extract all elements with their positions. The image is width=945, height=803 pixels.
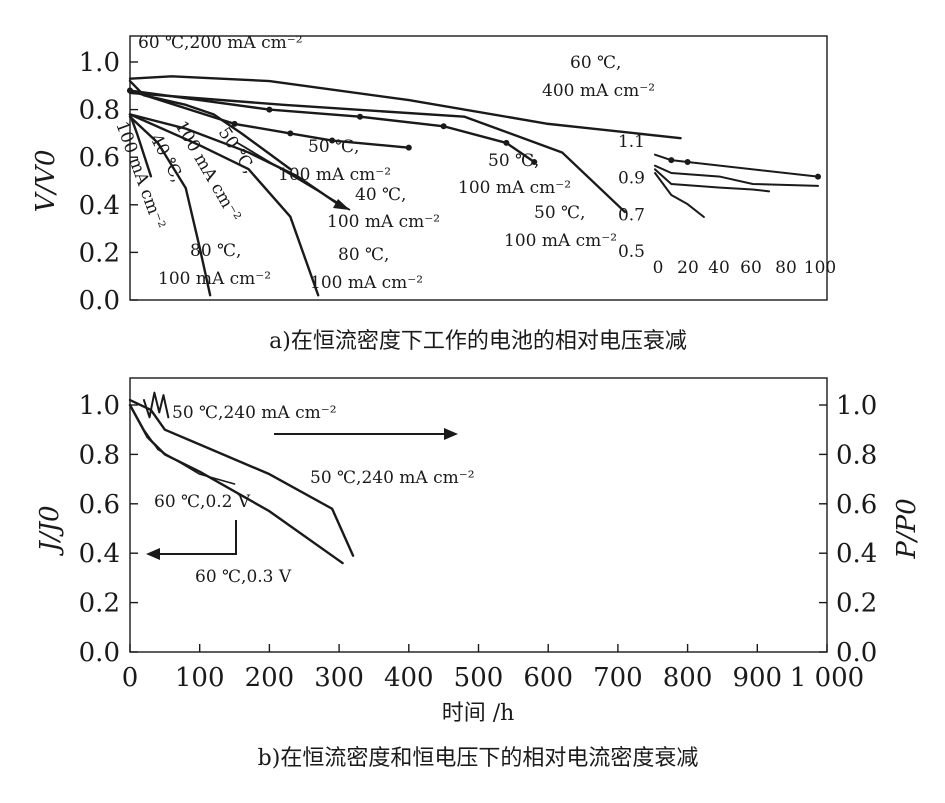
panel-b-x-tick-label: 300 bbox=[314, 663, 364, 693]
panel-b-x-axis-label: 时间 /h bbox=[442, 701, 515, 726]
panel-b-x-tick-label: 100 bbox=[175, 663, 225, 693]
panel-a-annotation: 50 ℃, bbox=[488, 151, 539, 171]
panel-a-annotation: 100 mA cm⁻² bbox=[458, 178, 571, 198]
panel-b-y2-tick-label: 0.6 bbox=[836, 490, 877, 520]
panel-a-annotation: 60 ℃,200 mA cm⁻² bbox=[138, 33, 303, 53]
panel-b-y-tick-label: 0.0 bbox=[79, 638, 120, 668]
inset-x-tick-label: 20 bbox=[677, 258, 699, 278]
panel-b-y2-tick-label: 1.0 bbox=[836, 391, 877, 421]
panel-a-y-tick-label: 0.8 bbox=[79, 96, 120, 126]
panel-a-marker bbox=[531, 158, 538, 165]
panel-a-y-tick-label: 0.6 bbox=[79, 143, 120, 173]
panel-a-series-6-line bbox=[128, 113, 341, 207]
panel-a-annotation: 80 ℃, bbox=[190, 241, 241, 261]
panel-a-marker bbox=[440, 123, 447, 130]
panel-b-series-1-noise bbox=[142, 391, 170, 419]
panel-a-marker bbox=[329, 137, 336, 144]
panel-b-x-tick-label: 200 bbox=[245, 663, 295, 693]
inset-marker bbox=[668, 157, 675, 164]
panel-b-caption: b)在恒流密度和恒电压下的相对电流密度衰减 bbox=[258, 746, 699, 771]
panel-a-marker bbox=[127, 87, 133, 94]
panel-b-x-tick-label: 400 bbox=[384, 663, 434, 693]
panel-a-marker bbox=[405, 144, 412, 151]
inset-marker bbox=[815, 173, 821, 180]
panel-a-y-tick-label: 1.0 bbox=[79, 48, 120, 78]
inset-series-4-line bbox=[654, 172, 705, 218]
panel-b-arrow-left-head bbox=[146, 548, 160, 560]
panel-a-marker bbox=[266, 106, 273, 113]
panel-b-x-tick-label: 900 bbox=[732, 663, 782, 693]
panel-a-annotation: 50 ℃, bbox=[214, 124, 259, 178]
panel-a-annotation: 50 ℃, bbox=[308, 137, 359, 157]
panel-b-x-tick-label: 700 bbox=[593, 663, 643, 693]
panel-b-y-axis-label: J/J0 bbox=[35, 505, 65, 556]
inset-x-tick-label: 0 bbox=[653, 258, 664, 278]
inset-marker bbox=[684, 159, 691, 165]
inset-series-3-line bbox=[654, 168, 771, 193]
panel-a-y-tick-label: 0.0 bbox=[79, 286, 120, 316]
panel-b-y2-tick-label: 0.2 bbox=[836, 589, 877, 619]
panel-b-x-tick-label: 600 bbox=[523, 663, 573, 693]
panel-a-arrow-head bbox=[333, 199, 350, 210]
panel-b-y2-tick-label: 0.4 bbox=[836, 539, 877, 569]
panel-a-marker bbox=[287, 130, 294, 137]
panel-a-y-axis-label: V/V0 bbox=[31, 150, 61, 213]
panel-b-annotation: 50 ℃,240 mA cm⁻² bbox=[310, 468, 475, 488]
panel-a-annotation: 100 mA cm⁻² bbox=[504, 231, 617, 251]
panel-a-annotation: 100 mA cm⁻² bbox=[327, 212, 440, 232]
panel-b-arrow-right-head bbox=[444, 428, 458, 440]
inset-y-tick-label: 1.1 bbox=[618, 132, 645, 152]
panel-a-series-2-line bbox=[128, 75, 682, 140]
panel-a-annotation: 60 ℃, bbox=[570, 53, 621, 73]
panel-a-arrow-line bbox=[235, 141, 351, 211]
panel-a-y-tick-label: 0.4 bbox=[79, 191, 120, 221]
inset-series-2-line bbox=[654, 164, 819, 187]
panel-b-y2-axis-label: P/P0 bbox=[892, 498, 922, 559]
panel-b-x-tick-label: 0 bbox=[122, 663, 139, 693]
inset-x-tick-label: 60 bbox=[740, 258, 762, 278]
panel-a-marker bbox=[231, 120, 238, 127]
panel-b-x-tick-label: 500 bbox=[454, 663, 504, 693]
panel-b-y-tick-label: 0.6 bbox=[79, 490, 120, 520]
panel-b-y-tick-label: 0.2 bbox=[79, 589, 120, 619]
panel-a-annotation: 400 mA cm⁻² bbox=[542, 81, 655, 101]
panel-b-arrow-left-line bbox=[158, 520, 237, 555]
panel-a-series-8-line bbox=[128, 115, 212, 297]
panel-a-series-7-line bbox=[128, 113, 320, 297]
panel-a-series-5-line bbox=[128, 91, 627, 214]
panel-a-series-9-line bbox=[128, 113, 153, 178]
panel-a-annotation: 40 ℃, bbox=[355, 185, 406, 205]
panel-b-y-tick-label: 0.4 bbox=[79, 539, 120, 569]
inset-x-tick-label: 80 bbox=[775, 258, 797, 278]
panel-b-x-tick-label: 800 bbox=[663, 663, 713, 693]
panel-a-y-tick-label: 0.2 bbox=[79, 238, 120, 268]
inset-series-1-line bbox=[654, 153, 819, 178]
panel-a-annotation: 100 mA cm⁻² bbox=[158, 269, 271, 289]
inset-y-tick-label: 0.5 bbox=[618, 242, 645, 262]
panel-a-annotation: 80 ℃, bbox=[338, 245, 389, 265]
panel-b-y-tick-label: 1.0 bbox=[79, 391, 120, 421]
panel-a-annotation: 100 mA cm⁻² bbox=[278, 165, 391, 185]
panel-b-annotation: 50 ℃,240 mA cm⁻² bbox=[172, 403, 337, 423]
panel-a-annotation: 50 ℃, bbox=[534, 203, 585, 223]
inset-y-tick-label: 0.9 bbox=[618, 169, 645, 189]
panel-a-series-4-line bbox=[128, 89, 536, 164]
panel-b-annotation: 60 ℃,0.3 V bbox=[195, 567, 292, 587]
panel-a-caption: a)在恒流密度下工作的电池的相对电压衰减 bbox=[269, 329, 687, 354]
panel-a-marker bbox=[503, 139, 510, 146]
panel-a-series-3-line bbox=[128, 89, 410, 149]
panel-b-series-3-line bbox=[128, 403, 344, 565]
panel-b-y2-tick-label: 0.0 bbox=[836, 638, 877, 668]
inset-x-tick-label: 40 bbox=[708, 258, 730, 278]
panel-b-y-tick-label: 0.8 bbox=[79, 440, 120, 470]
panel-b-x-tick-label: 1 000 bbox=[790, 663, 864, 693]
panel-a-frame bbox=[129, 35, 828, 301]
panel-a-marker bbox=[357, 113, 364, 120]
panel-b-annotation: 60 ℃,0.2 V bbox=[154, 492, 251, 512]
panel-b-y2-tick-label: 0.8 bbox=[836, 440, 877, 470]
inset-x-tick-label: 100 bbox=[804, 258, 836, 278]
inset-y-tick-label: 0.7 bbox=[618, 205, 645, 225]
panel-a-annotation: 100 mA cm⁻² bbox=[310, 273, 423, 293]
